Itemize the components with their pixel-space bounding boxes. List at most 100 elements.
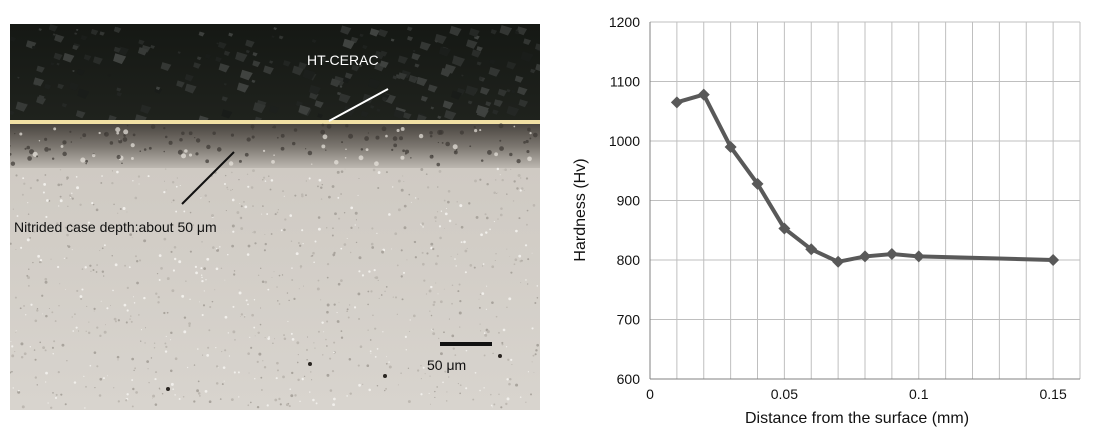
base-speck [420,378,422,380]
resin-speck [216,42,219,45]
base-speck [183,316,187,319]
base-speck [407,400,411,404]
base-speck [519,177,522,179]
base-speck [305,348,308,351]
base-speck [208,329,211,332]
base-speck [340,247,343,250]
resin-speck [451,55,466,67]
base-speck [250,186,254,189]
base-speck [501,343,504,346]
resin-speck [99,31,105,36]
base-speck [525,401,527,403]
base-speck [432,303,435,307]
base-speck [262,360,264,362]
base-speck [158,254,162,258]
resin-speck [359,64,363,68]
mounting-resin [10,24,540,120]
base-speck [346,310,348,312]
case-speck [321,144,326,149]
base-speck [243,200,245,203]
base-speck [45,371,48,375]
resin-speck [218,63,230,73]
base-speck [205,279,207,281]
base-speck [459,392,461,395]
base-speck [18,389,20,392]
case-speck [271,160,275,164]
base-speck [278,303,281,305]
x-tick-label: 0 [646,386,654,402]
base-speck [457,253,459,255]
base-speck [425,173,428,175]
base-speck [297,354,299,356]
base-speck [420,365,422,367]
base-speck [52,392,54,394]
base-speck [376,385,379,387]
base-speck [54,320,57,322]
case-speck [345,123,349,128]
inclusion-dot [308,362,312,366]
base-speck [219,246,221,248]
base-speck [451,302,453,305]
base-speck [421,262,425,266]
base-speck [469,264,473,267]
y-axis-label: Hardness (Hv) [572,158,589,261]
base-speck [484,213,487,216]
base-speck [486,285,488,287]
base-speck [321,321,324,324]
base-speck [61,343,65,347]
base-speck [29,236,32,239]
base-speck [484,333,488,337]
base-speck [438,225,442,228]
resin-speck [38,94,45,101]
base-speck [87,331,91,335]
base-speck [264,180,267,182]
base-speck [374,355,377,358]
base-speck [367,290,370,293]
resin-speck [298,61,308,70]
base-speck [103,377,105,380]
case-speck [429,154,434,159]
base-speck [125,399,128,402]
base-speck [26,274,29,277]
base-speck [47,402,49,404]
resin-speck [411,52,421,61]
base-speck [440,210,443,212]
resin-speck [92,56,103,65]
base-speck [15,332,17,333]
resin-speck [438,46,451,57]
base-speck [214,289,216,291]
case-speck [334,160,339,165]
base-speck [234,339,236,341]
case-speck [115,127,121,133]
base-speck [301,229,304,232]
base-speck [485,308,487,310]
base-speck [264,242,267,246]
resin-speck [392,75,398,80]
y-tick-label: 1000 [609,133,640,149]
base-speck [232,230,235,233]
base-speck [232,188,233,190]
case-speck [80,157,86,163]
base-speck [331,234,334,237]
resin-speck [420,95,428,102]
base-speck [138,259,142,262]
base-speck [332,227,334,229]
base-speck [232,305,235,308]
base-speck [443,331,445,334]
base-speck [306,336,309,338]
case-speck [24,147,27,150]
base-speck [502,169,504,171]
case-speck [364,136,369,141]
case-speck [184,149,188,153]
case-speck [131,157,134,160]
base-speck [25,314,27,316]
base-speck [452,347,455,350]
base-speck [385,171,388,174]
base-speck [350,226,353,229]
base-speck [215,267,219,271]
base-speck [45,215,48,219]
base-speck [217,367,219,369]
base-speck [233,270,236,272]
base-speck [27,213,30,215]
base-speck [293,297,296,301]
